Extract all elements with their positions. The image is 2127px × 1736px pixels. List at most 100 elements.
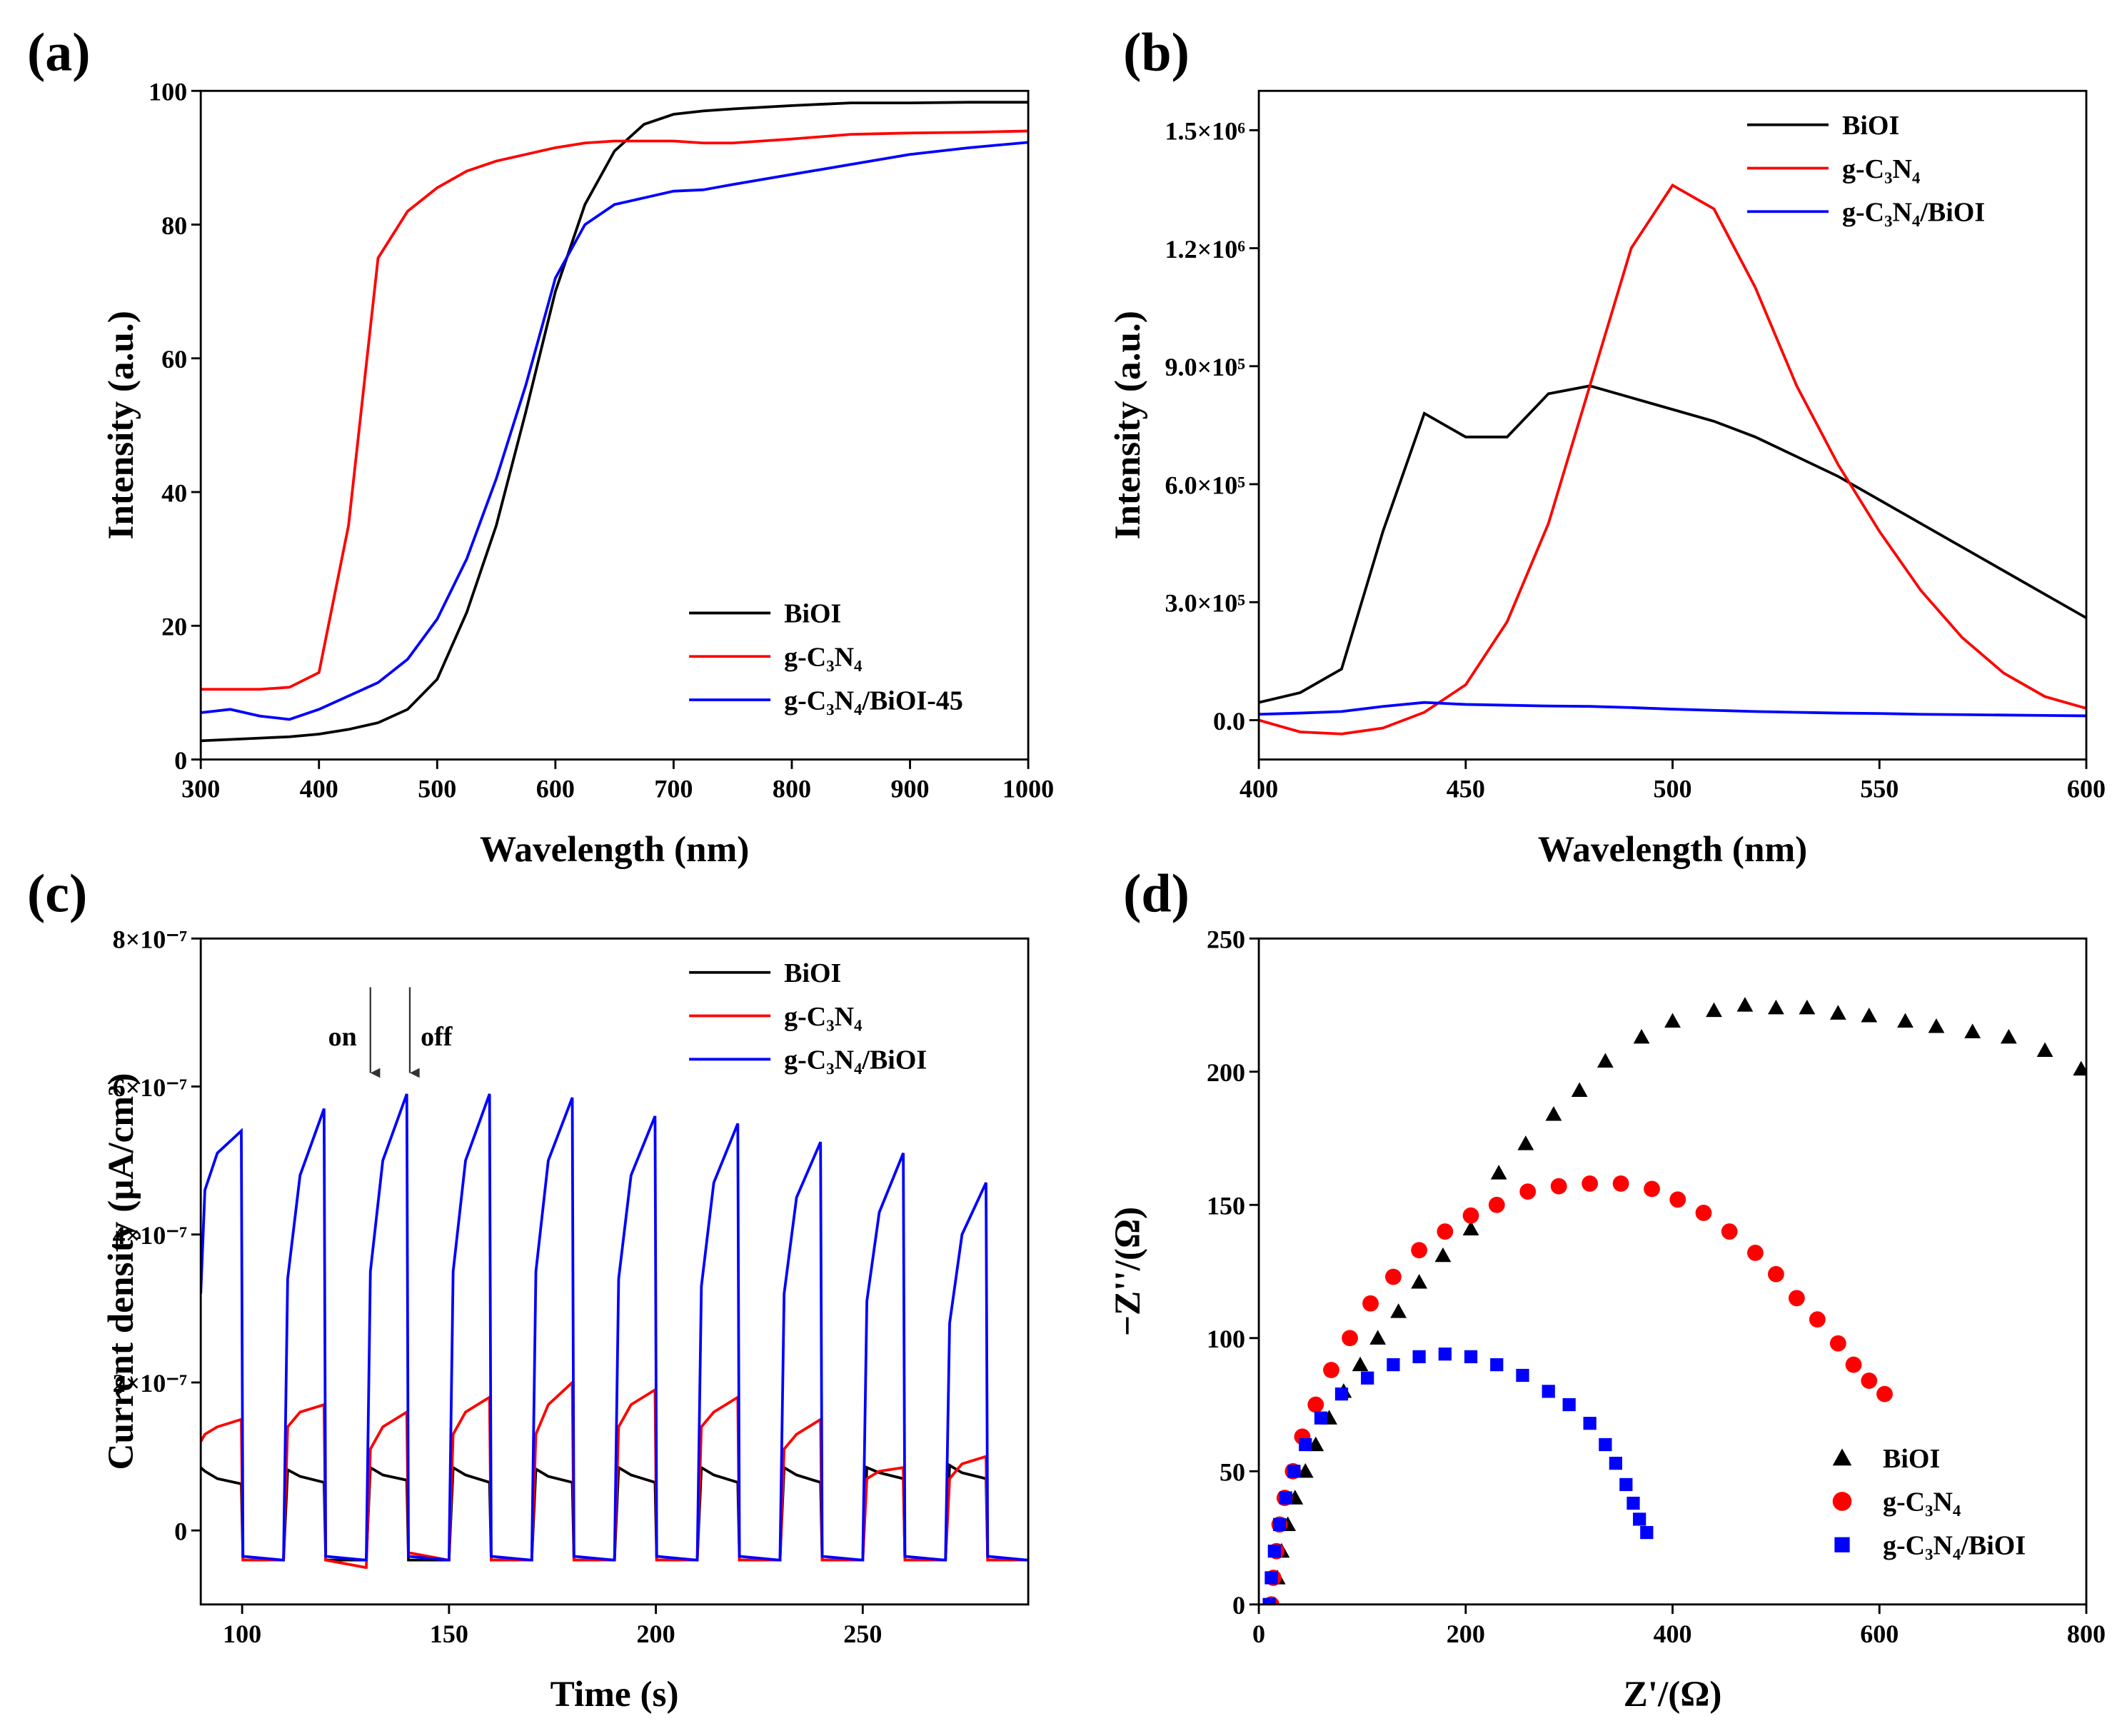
circle-marker	[1809, 1311, 1826, 1328]
triangle-marker	[1861, 1008, 1878, 1023]
panel-label: (a)	[27, 23, 91, 83]
legend-swatch	[1832, 1448, 1852, 1466]
y-tick-label: 100	[149, 78, 187, 106]
y-tick-label: 9.0×10⁵	[1165, 353, 1246, 381]
circle-marker	[1323, 1362, 1339, 1378]
y-tick-label: 1.2×10⁶	[1165, 235, 1246, 264]
legend-label: g-C₃N₄/BiOI	[1842, 198, 1985, 228]
plot-frame	[1257, 89, 2088, 761]
circle-marker	[1644, 1180, 1660, 1198]
data-line	[1259, 384, 2087, 704]
square-marker	[1619, 1477, 1633, 1492]
square-marker	[1583, 1417, 1596, 1430]
legend-label: g-C₃N₄/BiOI	[784, 1045, 927, 1075]
data-line	[201, 1093, 1028, 1562]
legend-label: BiOI	[784, 958, 841, 988]
square-marker	[1334, 1387, 1349, 1401]
legend-label: g-C₃N₄/BiOI-45	[784, 686, 963, 716]
circle-marker	[1342, 1330, 1358, 1347]
panel-label: (b)	[1123, 23, 1190, 83]
triangle-marker	[1596, 1053, 1614, 1068]
y-axis-label: −Z''/(Ω)	[1107, 1207, 1148, 1336]
circle-marker	[1669, 1191, 1686, 1208]
triangle-marker	[1633, 1028, 1650, 1044]
y-tick-label: 200	[1207, 1058, 1245, 1087]
y-tick-label: 20	[161, 613, 187, 641]
x-tick-label: 550	[1860, 775, 1899, 803]
circle-marker	[1362, 1295, 1379, 1312]
data-line	[1259, 701, 2087, 718]
y-tick-label: 0	[174, 746, 187, 775]
square-marker	[1299, 1438, 1312, 1452]
data-line	[201, 101, 1029, 743]
triangle-marker	[1369, 1330, 1387, 1345]
x-tick-label: 600	[1860, 1620, 1899, 1648]
triangle-marker	[2000, 1028, 2017, 1044]
plot-frame	[199, 937, 1030, 1606]
legend-label: BiOI	[784, 599, 841, 629]
square-marker	[1599, 1438, 1612, 1452]
triangle-marker	[2036, 1042, 2053, 1058]
legend-swatch	[1834, 1537, 1850, 1552]
triangle-marker	[1517, 1135, 1534, 1150]
square-marker	[1267, 1545, 1281, 1558]
square-marker	[1412, 1350, 1426, 1363]
x-tick-label: 150	[430, 1620, 468, 1648]
y-tick-label: 8×10⁻⁷	[113, 925, 188, 954]
circle-marker	[1721, 1223, 1738, 1240]
y-tick-label: 150	[1207, 1192, 1245, 1220]
y-tick-label: 80	[161, 211, 187, 240]
plot-frame	[199, 89, 1030, 761]
circle-marker	[1385, 1268, 1402, 1285]
triangle-marker	[1897, 1013, 1914, 1028]
panel-label: (c)	[27, 863, 87, 923]
y-tick-label: 0.0	[1213, 707, 1245, 736]
circle-marker	[1307, 1396, 1324, 1413]
circle-marker	[1768, 1265, 1784, 1283]
circle-marker	[1550, 1178, 1567, 1195]
triangle-marker	[1829, 1005, 1846, 1020]
plot-area	[1262, 997, 2087, 1605]
square-marker	[1361, 1371, 1374, 1385]
triangle-marker	[1706, 1002, 1722, 1018]
y-axis-label: Current density (μA/cm²)	[101, 1073, 141, 1470]
circle-marker	[1519, 1183, 1537, 1200]
y-tick-label: 1.5×10⁶	[1165, 117, 1246, 146]
triangle-marker	[1434, 1247, 1452, 1263]
x-tick-label: 500	[1653, 775, 1691, 803]
triangle-marker	[1928, 1018, 1945, 1033]
triangle-marker	[1352, 1356, 1369, 1372]
square-marker	[1464, 1350, 1478, 1363]
legend-label: g-C₃N₄	[784, 1002, 863, 1032]
circle-marker	[1612, 1175, 1629, 1192]
y-tick-label: 6×10⁻⁷	[113, 1073, 188, 1102]
legend-label: g-C₃N₄	[1842, 154, 1921, 184]
square-marker	[1387, 1358, 1400, 1372]
x-tick-label: 400	[300, 775, 338, 803]
legend-label: BiOI	[1883, 1444, 1940, 1474]
square-marker	[1438, 1348, 1452, 1361]
circle-marker	[1462, 1207, 1479, 1224]
square-marker	[1264, 1571, 1278, 1585]
circle-marker	[1437, 1223, 1454, 1240]
circle-marker	[1747, 1245, 1764, 1261]
x-tick-label: 100	[223, 1620, 261, 1648]
x-tick-label: 300	[181, 775, 220, 803]
triangle-marker	[1664, 1013, 1681, 1028]
triangle-marker	[1390, 1303, 1407, 1318]
x-tick-label: 600	[2067, 775, 2106, 803]
y-tick-label: 40	[161, 478, 187, 507]
y-tick-label: 6.0×10⁵	[1165, 471, 1246, 499]
x-tick-label: 500	[418, 775, 456, 803]
triangle-marker	[1768, 999, 1784, 1015]
square-marker	[1542, 1385, 1555, 1398]
square-marker	[1626, 1496, 1640, 1510]
annotation: off	[421, 1022, 453, 1052]
circle-marker	[1845, 1356, 1862, 1373]
triangle-marker	[1462, 1220, 1479, 1235]
x-axis-label: Wavelength (nm)	[1538, 829, 1807, 870]
square-marker	[1516, 1368, 1529, 1383]
plot-area	[201, 101, 1029, 743]
plot-area	[201, 1093, 1028, 1569]
